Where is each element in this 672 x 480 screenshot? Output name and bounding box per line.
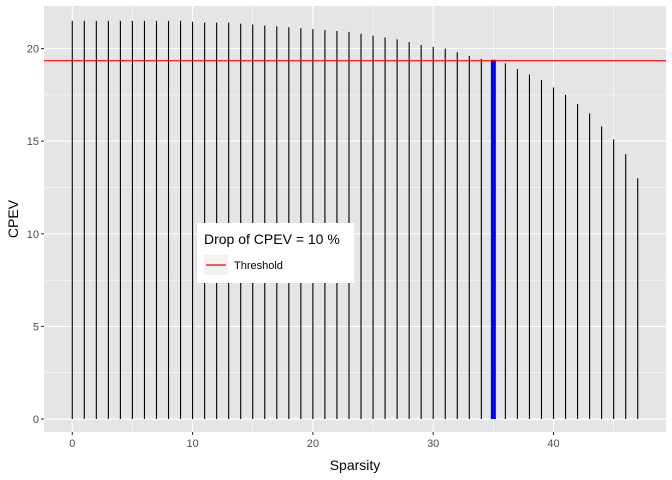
y-tick-label: 20 [27,44,39,56]
plot-panel [44,6,666,432]
y-tick-label: 5 [33,321,39,333]
legend: Drop of CPEV = 10 % Threshold [197,223,354,283]
x-tick-label: 10 [186,438,198,450]
y-axis-title: CPEV [5,199,21,238]
y-tick-label: 15 [27,136,39,148]
data-segments [71,20,639,420]
legend-entry-threshold: Threshold [234,260,283,272]
x-axis-ticks: 0 10 20 30 40 [69,432,560,450]
y-axis-ticks: 0 5 10 15 20 [27,44,44,426]
y-tick-label: 10 [27,229,39,241]
x-tick-label: 20 [307,438,319,450]
x-tick-label: 30 [427,438,439,450]
x-axis-title: Sparsity [330,457,381,473]
legend-title: Drop of CPEV = 10 % [204,231,340,247]
x-tick-label: 40 [547,438,559,450]
x-tick-label: 0 [69,438,75,450]
y-tick-label: 0 [33,414,39,426]
